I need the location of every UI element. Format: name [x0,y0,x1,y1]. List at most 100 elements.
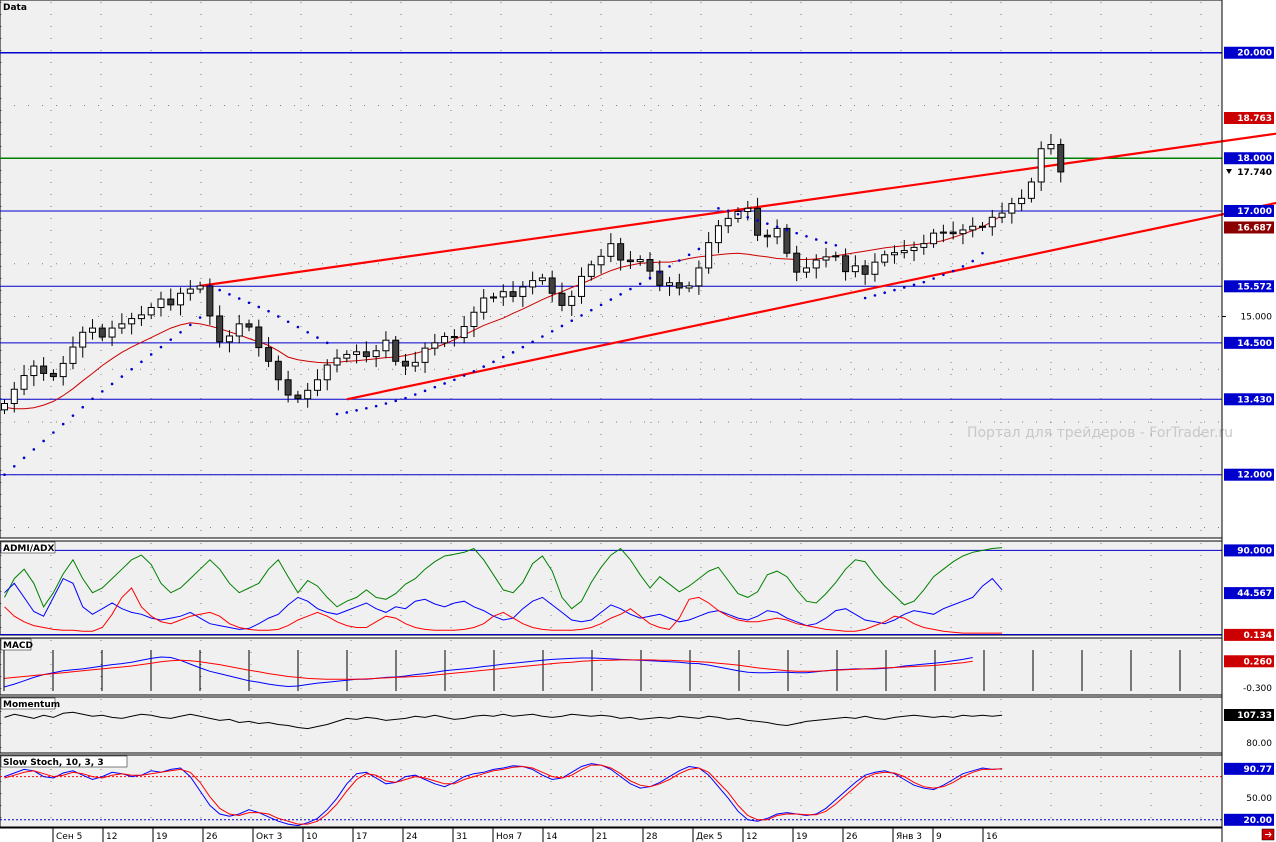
psar-dot [384,402,388,405]
candle-body [255,326,263,349]
psar-dot [228,293,231,296]
candle-body [157,298,165,309]
candle-body [558,292,566,306]
level-price-label: 15.572 [1237,282,1272,292]
price-tag-label: 0.134 [1244,631,1272,641]
candle-body [871,261,879,275]
candle-body [675,282,683,289]
psar-dot [101,390,104,393]
level-price-tag [1224,336,1274,349]
candle-body [353,351,361,355]
psar-dot [374,404,378,408]
candle-body [40,365,48,374]
x-axis-label: 16 [986,832,998,842]
psar-dot [316,336,319,339]
psar-dot [942,273,945,277]
candle-body [724,217,732,227]
candle-body [1047,144,1055,150]
candle-body [20,375,28,390]
psar-dot [22,456,26,460]
axis-tick-label: 15.000 [1241,312,1273,322]
candle-body [832,255,840,258]
psar-dot [277,315,280,318]
candle-body [235,323,243,337]
psar-dot [824,241,828,244]
psar-dot [365,406,368,410]
psar-dot [482,365,486,368]
candle-body [118,323,126,329]
psar-dot [345,411,349,414]
psar-dot [120,375,124,378]
x-axis-label: 19 [156,832,168,842]
psar-dot [423,389,427,393]
psar-dot [609,298,613,301]
psar-dot [932,277,935,280]
psar-dot [922,280,926,284]
psar-dot [179,330,182,334]
candle-body [666,282,674,286]
pane-title-box [0,638,32,651]
level-price-label: 20.000 [1237,49,1272,59]
candle-body [10,388,18,404]
x-axis-label: 28 [646,832,658,842]
psar-dot [580,314,583,317]
price-tag-label: 18.763 [1237,114,1272,124]
psar-dot [71,414,75,417]
watermark: Портал для трейдеров - ForTrader.ru [967,425,1233,441]
pane-title-box [0,541,56,554]
candle-body [793,252,801,273]
candle-body [578,275,586,297]
psar-dot [795,231,798,235]
candle-body [900,250,908,254]
psar-dot [443,382,446,385]
candle-body [284,379,292,396]
candle-body [49,372,57,378]
psar-dot [492,360,495,364]
price-tag-label: 0.260 [1244,657,1272,667]
candle-body [274,360,282,381]
psar-dot [961,265,965,268]
candle-body [128,318,136,325]
psar-dot [971,259,975,263]
psar-dot [648,276,652,280]
level-price-tag [1224,152,1274,165]
candle-body [147,307,155,316]
psar-dot [257,305,261,309]
psar-dot [12,464,16,468]
candle-body [959,229,967,235]
level-price-tag [1224,280,1274,293]
psar-dot [433,385,437,389]
pane-background [0,540,1223,636]
candle-body [206,285,214,317]
psar-dot [531,340,534,344]
candle-body [685,285,693,289]
psar-dot [697,247,701,251]
candle-body [568,295,576,306]
candle-body [59,362,67,378]
indicator-series-line [4,711,1003,730]
psar-dot [658,270,662,274]
trendline [346,201,1276,401]
candle-body [1,403,8,411]
psar-dot [717,207,720,210]
candle-body [714,225,722,244]
candle-body [607,243,615,257]
psar-dot [208,284,212,288]
psar-dot [873,294,877,297]
psar-dot [335,412,339,416]
indicator-series-line [4,656,973,688]
candle-body [108,327,116,338]
price-tag [1224,221,1274,234]
price-tag-label: 16.687 [1237,223,1272,233]
pane-title: Slow Stoch, 10, 3, 3 [3,758,104,768]
psar-dot [306,330,309,334]
candle-body [851,265,859,273]
psar-dot [814,238,818,241]
candle-body [490,296,497,299]
level-price-tag [1224,46,1274,59]
candle-body [89,327,97,333]
level-price-tag [1224,468,1274,481]
indicator-series-line [4,764,1003,825]
candle-body [890,252,898,256]
candle-body [441,336,449,344]
